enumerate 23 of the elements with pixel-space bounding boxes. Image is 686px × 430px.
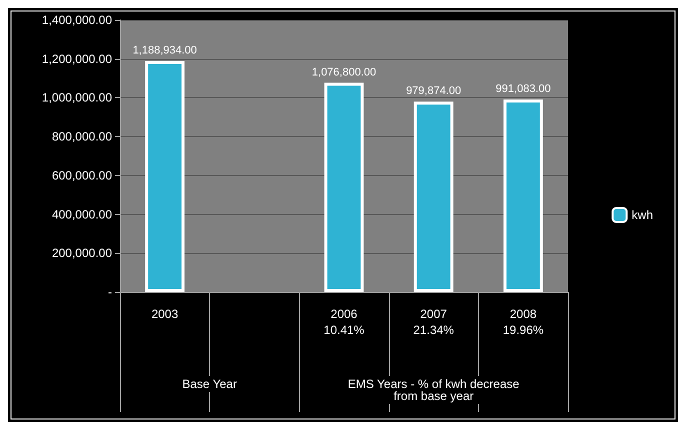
x-tick-label: 2008 19.96% xyxy=(502,307,544,337)
text: Base Year xyxy=(182,377,237,391)
data-label: 979,874.00 xyxy=(406,85,462,98)
x-tick-label: 2006 10.41% xyxy=(324,307,365,337)
y-tick-label: 400,000.00 xyxy=(52,207,112,222)
bar xyxy=(145,61,185,292)
y-tick-label: 200,000.00 xyxy=(52,246,112,260)
data-label: 1,076,800.00 xyxy=(312,66,376,78)
y-tick-label: 600,000.00 xyxy=(52,168,112,182)
y-tick-label: 800,000.00 xyxy=(52,130,112,144)
bar xyxy=(414,102,454,292)
y-tick-label: 1,200,000.00 xyxy=(42,52,112,66)
x-tick-label: 2007 21.34% xyxy=(413,307,454,337)
y-tick-label: - xyxy=(108,285,112,299)
y-tick-label: 1,400,000.00 xyxy=(42,13,112,27)
y-tick-label: 1,000,000.00 xyxy=(42,90,112,105)
text: EMS Years - % of kwh decrease from base year xyxy=(348,377,520,403)
data-label: 991,083.00 xyxy=(496,82,551,95)
bar xyxy=(324,82,364,292)
bar xyxy=(503,99,543,292)
x-tick-label: 2003 xyxy=(151,307,178,321)
legend-label: kwh xyxy=(632,208,654,222)
data-label: 1,188,934.00 xyxy=(132,44,197,57)
